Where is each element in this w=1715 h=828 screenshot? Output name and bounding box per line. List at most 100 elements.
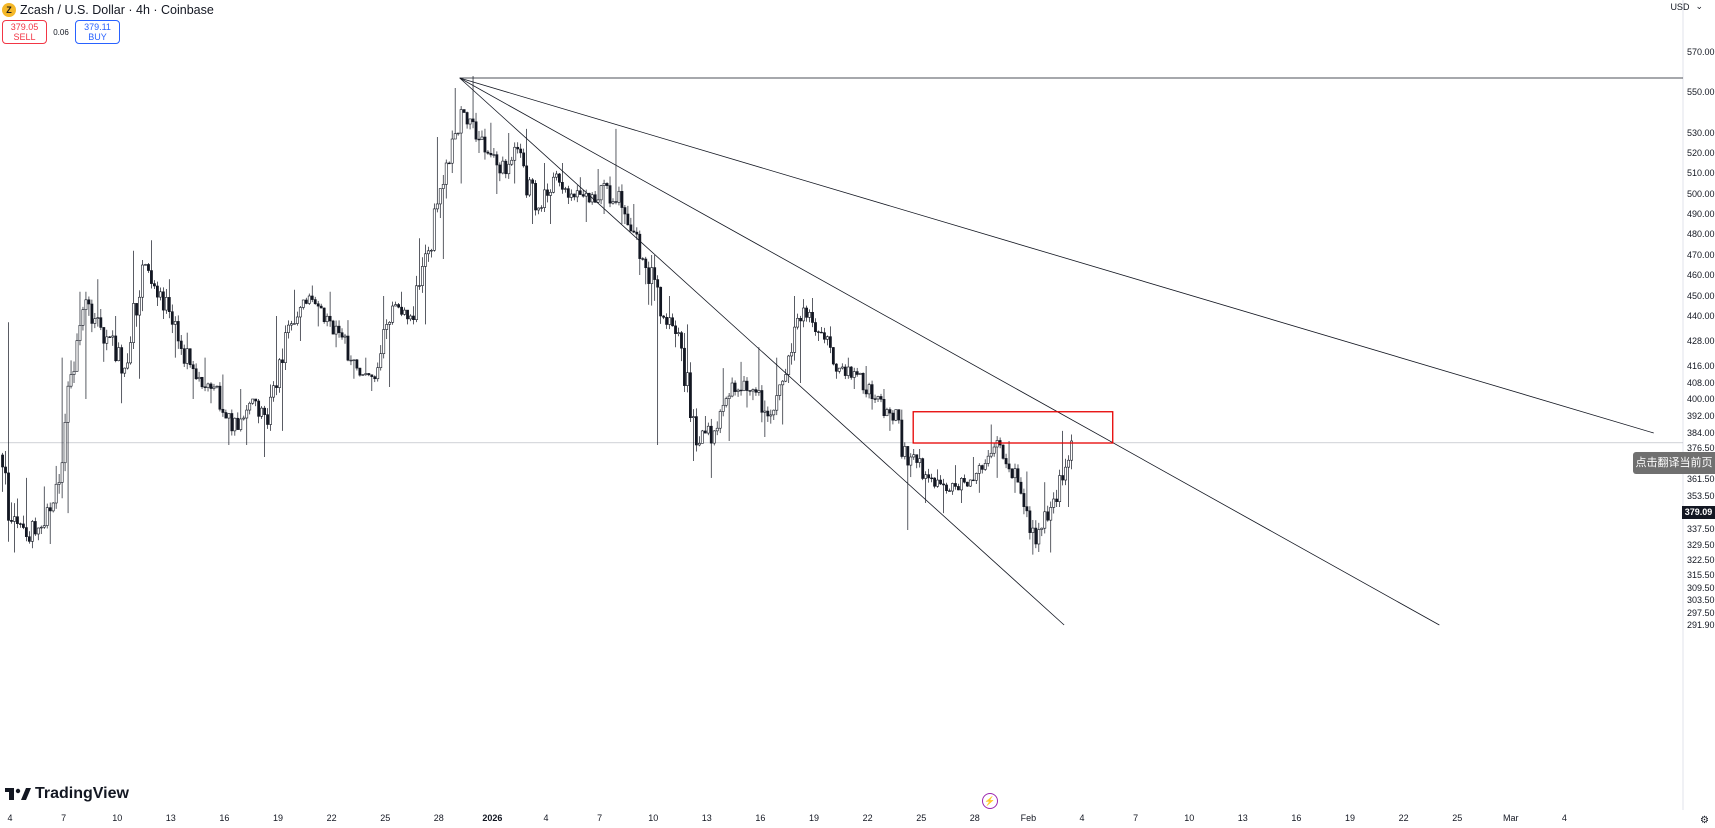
candle-body <box>489 152 493 156</box>
candle-body <box>775 395 779 411</box>
candle-body <box>712 430 716 444</box>
candle-body <box>927 474 931 479</box>
candle-body <box>257 400 261 417</box>
candle-body <box>513 146 517 161</box>
candle-body <box>281 359 284 364</box>
buy-button[interactable]: 379.11 BUY <box>75 20 120 44</box>
trendline[interactable] <box>459 77 1065 626</box>
candle-body <box>656 279 660 288</box>
trendline[interactable] <box>459 77 1654 434</box>
candle-body <box>849 366 853 378</box>
candle-body <box>742 380 746 391</box>
x-tick-label: 28 <box>970 813 980 823</box>
candle-body <box>51 502 55 512</box>
candle-body <box>248 402 252 411</box>
sell-button[interactable]: 379.05 SELL <box>2 20 47 44</box>
y-tick-label: 361.50 <box>1687 474 1715 484</box>
candle-body <box>534 183 537 211</box>
candle-body <box>825 336 829 340</box>
candle-body <box>337 325 341 333</box>
candle-body <box>876 396 880 400</box>
candle-body <box>936 479 939 487</box>
candle-body <box>689 372 692 418</box>
candle-body <box>888 409 892 414</box>
x-tick-label: 22 <box>327 813 337 823</box>
candle-body <box>903 446 907 457</box>
candle-body <box>995 440 999 448</box>
candle-body <box>525 165 529 196</box>
candle-body <box>197 376 201 380</box>
candle-body <box>1058 475 1062 502</box>
candle-body <box>447 162 451 165</box>
x-tick-label: Mar <box>1503 813 1519 823</box>
candle-body <box>54 483 58 504</box>
candle-body <box>620 191 624 208</box>
candle-body <box>632 230 636 233</box>
candle-body <box>894 409 898 421</box>
candle-body <box>465 112 469 125</box>
y-tick-label: 460.00 <box>1687 270 1715 280</box>
candle-body <box>680 332 683 349</box>
candle-body <box>709 425 713 444</box>
candle-body <box>641 258 645 260</box>
candle-body <box>1043 511 1047 529</box>
candle-body <box>87 299 91 305</box>
y-tick-label: 480.00 <box>1687 229 1715 239</box>
candle-body <box>382 329 386 354</box>
candle-body <box>635 231 639 235</box>
translate-popup[interactable]: 点击翻译当前页 <box>1633 452 1715 474</box>
symbol-title[interactable]: Zcash / U.S. Dollar · 4h · Coinbase <box>20 3 214 17</box>
currency-selector[interactable]: USD ⌄ <box>1670 1 1703 12</box>
highlight-zone-rect[interactable] <box>912 411 1114 444</box>
candle-body <box>959 478 963 491</box>
candle-body <box>1022 493 1026 507</box>
y-tick-label: 291.90 <box>1687 620 1715 630</box>
x-tick-label: 13 <box>166 813 176 823</box>
candle-body <box>837 367 841 372</box>
candle-body <box>808 311 811 318</box>
y-tick-label: 315.50 <box>1687 570 1715 580</box>
candle-body <box>784 374 788 382</box>
candle-body <box>57 482 61 485</box>
candle-body <box>298 307 302 318</box>
candle-body <box>715 427 719 432</box>
candle-body <box>412 315 415 320</box>
candle-body <box>644 258 648 268</box>
candle-body <box>367 373 371 376</box>
candle-body <box>802 307 805 322</box>
candles-group <box>1 76 1073 555</box>
candle-body <box>156 285 159 298</box>
settings-gear-icon[interactable]: ⚙ <box>1700 815 1709 826</box>
candle-body <box>114 335 118 362</box>
candle-body <box>727 395 731 399</box>
candle-body <box>334 325 338 335</box>
y-tick-label: 322.50 <box>1687 555 1715 565</box>
candle-body <box>78 325 82 341</box>
candle-body <box>310 295 314 300</box>
candle-body <box>209 383 213 389</box>
tradingview-logo[interactable]: TradingView <box>5 785 129 803</box>
lightning-icon[interactable]: ⚡ <box>982 793 998 809</box>
candle-body <box>977 465 981 474</box>
candle-body <box>239 418 243 430</box>
candle-body <box>882 398 886 417</box>
candle-body <box>736 389 740 392</box>
trendlines-group <box>459 77 1683 626</box>
candle-body <box>906 446 910 466</box>
y-tick-label: 337.50 <box>1687 524 1715 534</box>
candle-body <box>432 208 436 251</box>
candle-body <box>453 133 457 140</box>
y-tick-label: 550.00 <box>1687 87 1715 97</box>
candle-body <box>787 355 791 375</box>
candle-body <box>102 327 106 344</box>
x-tick-label: 16 <box>755 813 765 823</box>
candle-body <box>221 408 225 413</box>
candle-body <box>823 332 826 340</box>
candle-body <box>150 270 153 284</box>
candle-body <box>706 425 710 434</box>
candle-body <box>623 207 627 215</box>
candle-body <box>63 422 67 464</box>
candle-body <box>471 118 475 123</box>
trendline[interactable] <box>459 77 1440 626</box>
